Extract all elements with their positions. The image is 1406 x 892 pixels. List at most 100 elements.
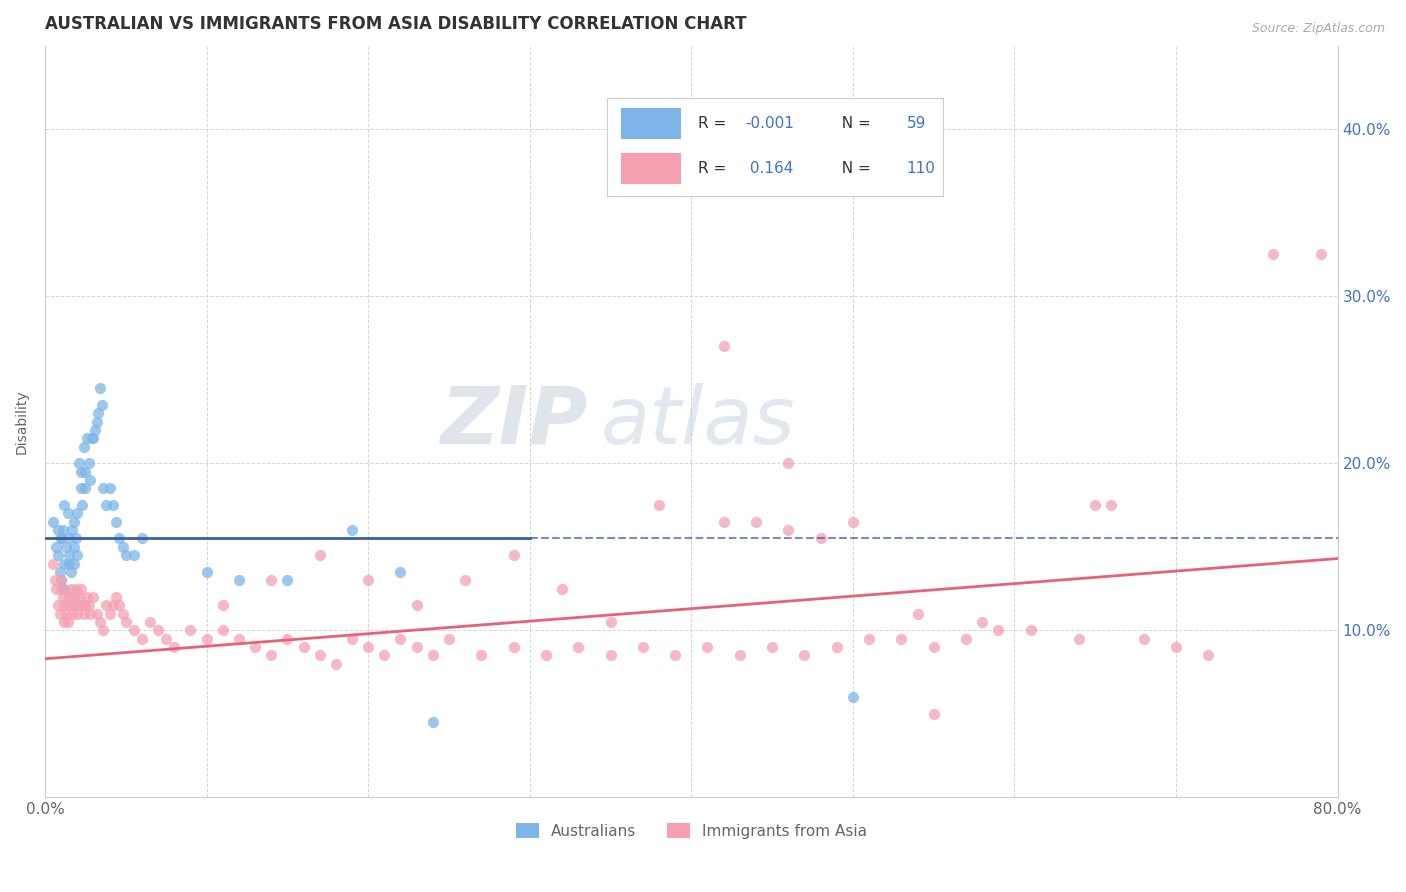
Point — [292, 640, 315, 654]
Point — [96, 599, 118, 613]
Point — [63, 557, 86, 571]
Point — [243, 640, 266, 654]
Point — [155, 632, 177, 646]
Point — [65, 582, 87, 596]
Text: AUSTRALIAN VS IMMIGRANTS FROM ASIA DISABILITY CORRELATION CHART: AUSTRALIAN VS IMMIGRANTS FROM ASIA DISAB… — [45, 15, 747, 33]
Point — [82, 431, 104, 445]
Point — [48, 607, 70, 621]
Point — [80, 431, 103, 445]
Point — [502, 640, 524, 654]
Point — [114, 548, 136, 562]
Point — [56, 615, 79, 629]
Point — [728, 648, 751, 663]
Point — [1132, 632, 1154, 646]
Point — [470, 648, 492, 663]
Point — [49, 574, 72, 588]
Point — [778, 456, 800, 470]
Point — [66, 599, 89, 613]
Point — [108, 532, 131, 546]
Point — [228, 632, 250, 646]
Point — [276, 632, 298, 646]
Point — [58, 599, 80, 613]
Point — [45, 582, 67, 596]
Point — [69, 465, 91, 479]
Point — [67, 590, 90, 604]
Point — [1310, 247, 1333, 261]
Point — [858, 632, 880, 646]
Point — [139, 615, 162, 629]
Point — [58, 532, 80, 546]
Point — [66, 607, 89, 621]
Point — [70, 498, 93, 512]
Point — [1019, 624, 1042, 638]
Point — [84, 423, 107, 437]
Point — [73, 440, 96, 454]
Point — [86, 607, 108, 621]
Point — [907, 607, 929, 621]
Point — [75, 465, 97, 479]
Point — [373, 648, 395, 663]
Point — [73, 607, 96, 621]
Point — [195, 632, 218, 646]
Point — [46, 523, 69, 537]
Point — [211, 624, 233, 638]
Point — [810, 532, 832, 546]
Point — [52, 590, 75, 604]
Point — [66, 548, 89, 562]
Point — [66, 507, 89, 521]
Point — [63, 590, 86, 604]
Point — [1099, 498, 1122, 512]
Point — [49, 532, 72, 546]
Point — [260, 648, 283, 663]
Point — [1164, 640, 1187, 654]
Point — [49, 574, 72, 588]
Point — [1197, 648, 1219, 663]
Point — [340, 632, 363, 646]
Point — [44, 574, 66, 588]
Point — [551, 582, 574, 596]
Point — [67, 456, 90, 470]
Point — [105, 590, 128, 604]
Point — [63, 515, 86, 529]
Point — [91, 624, 114, 638]
Point — [437, 632, 460, 646]
Point — [922, 706, 945, 721]
Point — [46, 599, 69, 613]
Point — [58, 590, 80, 604]
Point — [79, 473, 101, 487]
Point — [76, 590, 98, 604]
Text: ZIP: ZIP — [440, 383, 588, 460]
Point — [49, 582, 72, 596]
Point — [89, 381, 111, 395]
Point — [75, 599, 97, 613]
Point — [631, 640, 654, 654]
Point — [42, 515, 65, 529]
Point — [681, 155, 703, 169]
Point — [122, 624, 145, 638]
Point — [89, 615, 111, 629]
Point — [778, 523, 800, 537]
Point — [63, 540, 86, 554]
Point — [163, 640, 186, 654]
Point — [75, 482, 97, 496]
Point — [534, 648, 557, 663]
Point — [1084, 498, 1107, 512]
Point — [955, 632, 977, 646]
Point — [454, 574, 477, 588]
Point — [59, 565, 82, 579]
Point — [48, 565, 70, 579]
Point — [53, 498, 76, 512]
Point — [389, 632, 412, 646]
Point — [260, 574, 283, 588]
Point — [664, 648, 686, 663]
Point — [98, 482, 121, 496]
Point — [86, 415, 108, 429]
Point — [599, 648, 621, 663]
Point — [179, 624, 201, 638]
Point — [761, 640, 783, 654]
Point — [276, 574, 298, 588]
Point — [105, 515, 128, 529]
Point — [101, 498, 124, 512]
Point — [648, 498, 671, 512]
Point — [45, 540, 67, 554]
